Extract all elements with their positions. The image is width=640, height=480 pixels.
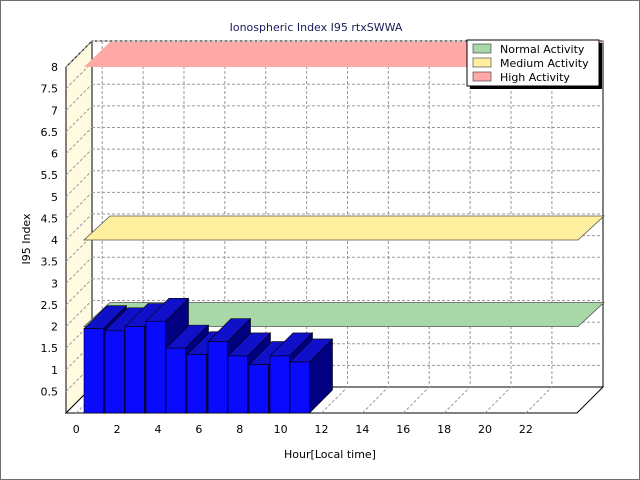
bar: [186, 354, 207, 414]
grid-line-wall: [65, 127, 93, 154]
y-tick-label: 2.5: [41, 299, 59, 312]
y-tick-label: 5.5: [41, 169, 59, 182]
x-tick-label: 20: [478, 423, 492, 436]
bar-series: [83, 297, 334, 414]
x-tick-label: 16: [396, 423, 410, 436]
legend-swatch: [472, 71, 492, 82]
y-tick-label: 6: [51, 148, 58, 161]
y-tick-label: 0.5: [41, 385, 59, 398]
legend-label: High Activity: [500, 71, 570, 84]
chart-title: Ionospheric Index I95 rtxSWWA: [230, 21, 403, 34]
grid-line-wall: [65, 170, 93, 198]
bar: [207, 341, 228, 414]
legend-label: Medium Activity: [500, 57, 589, 70]
grid-line-wall: [65, 40, 93, 68]
bar: [145, 321, 166, 414]
legend-swatch: [472, 43, 492, 54]
grid-line-floor: [484, 386, 512, 414]
bar: [289, 361, 310, 414]
bar: [124, 326, 145, 414]
grid-line-wall: [65, 192, 93, 219]
band-normal-activity: [82, 302, 606, 327]
bar-group: [289, 338, 334, 414]
legend-swatch: [472, 57, 492, 68]
y-axis-ticks: 0.5 1 1.5 2 2.5 3 3.5 4 4.5 5 5.5 6 6.5 7 7.5 8: [41, 61, 59, 398]
grid-line-wall: [65, 300, 93, 327]
y-tick-label: 4.5: [41, 212, 59, 225]
grid-line-floor: [525, 386, 553, 414]
x-tick-label: 0: [73, 423, 80, 436]
band-medium-activity: [82, 215, 606, 241]
grid-line-floor: [443, 386, 471, 414]
bar: [83, 328, 104, 414]
x-tick-label: 4: [154, 423, 161, 436]
bar: [248, 364, 269, 414]
x-tick-label: 14: [355, 423, 369, 436]
bar: [104, 330, 125, 414]
y-tick-label: 5: [51, 191, 58, 204]
legend-label: Normal Activity: [500, 43, 585, 56]
bar: [165, 347, 186, 414]
x-tick-label: 22: [519, 423, 533, 436]
x-tick-label: 6: [195, 423, 202, 436]
y-tick-label: 7: [51, 104, 58, 117]
y-tick-label: 7.5: [41, 83, 59, 96]
y-tick-label: 3: [51, 277, 58, 290]
y-tick-label: 1.5: [41, 342, 59, 355]
y-tick-label: 6.5: [41, 126, 59, 139]
y-tick-label: 8: [51, 61, 58, 74]
grid-line-wall: [65, 83, 93, 111]
y-tick-label: 2: [51, 321, 58, 334]
x-tick-label: 2: [114, 423, 121, 436]
grid-line-floor: [362, 386, 389, 414]
x-tick-label: 10: [274, 423, 288, 436]
y-tick-label: 4: [51, 234, 58, 247]
grid-line-wall: [65, 148, 93, 176]
grid-line-wall: [65, 213, 93, 241]
x-axis-ticks: 0 2 4 6 8 10 12 14 16 18 20 22: [73, 423, 533, 436]
x-tick-label: 18: [437, 423, 451, 436]
grid-line-wall: [65, 256, 93, 284]
bar: [269, 355, 290, 414]
x-tick-label: 12: [315, 423, 329, 436]
grid-line-floor: [321, 386, 348, 414]
y-tick-label: 3.5: [41, 256, 59, 269]
y-axis-title: I95 Index: [20, 213, 33, 265]
bar: [227, 355, 248, 414]
x-tick-label: 8: [236, 423, 243, 436]
y-tick-label: 1: [51, 364, 58, 377]
x-axis-title: Hour[Local time]: [284, 448, 376, 461]
grid-line-wall: [65, 105, 93, 133]
grid-line-floor: [402, 386, 430, 414]
grid-line-wall: [65, 278, 93, 306]
